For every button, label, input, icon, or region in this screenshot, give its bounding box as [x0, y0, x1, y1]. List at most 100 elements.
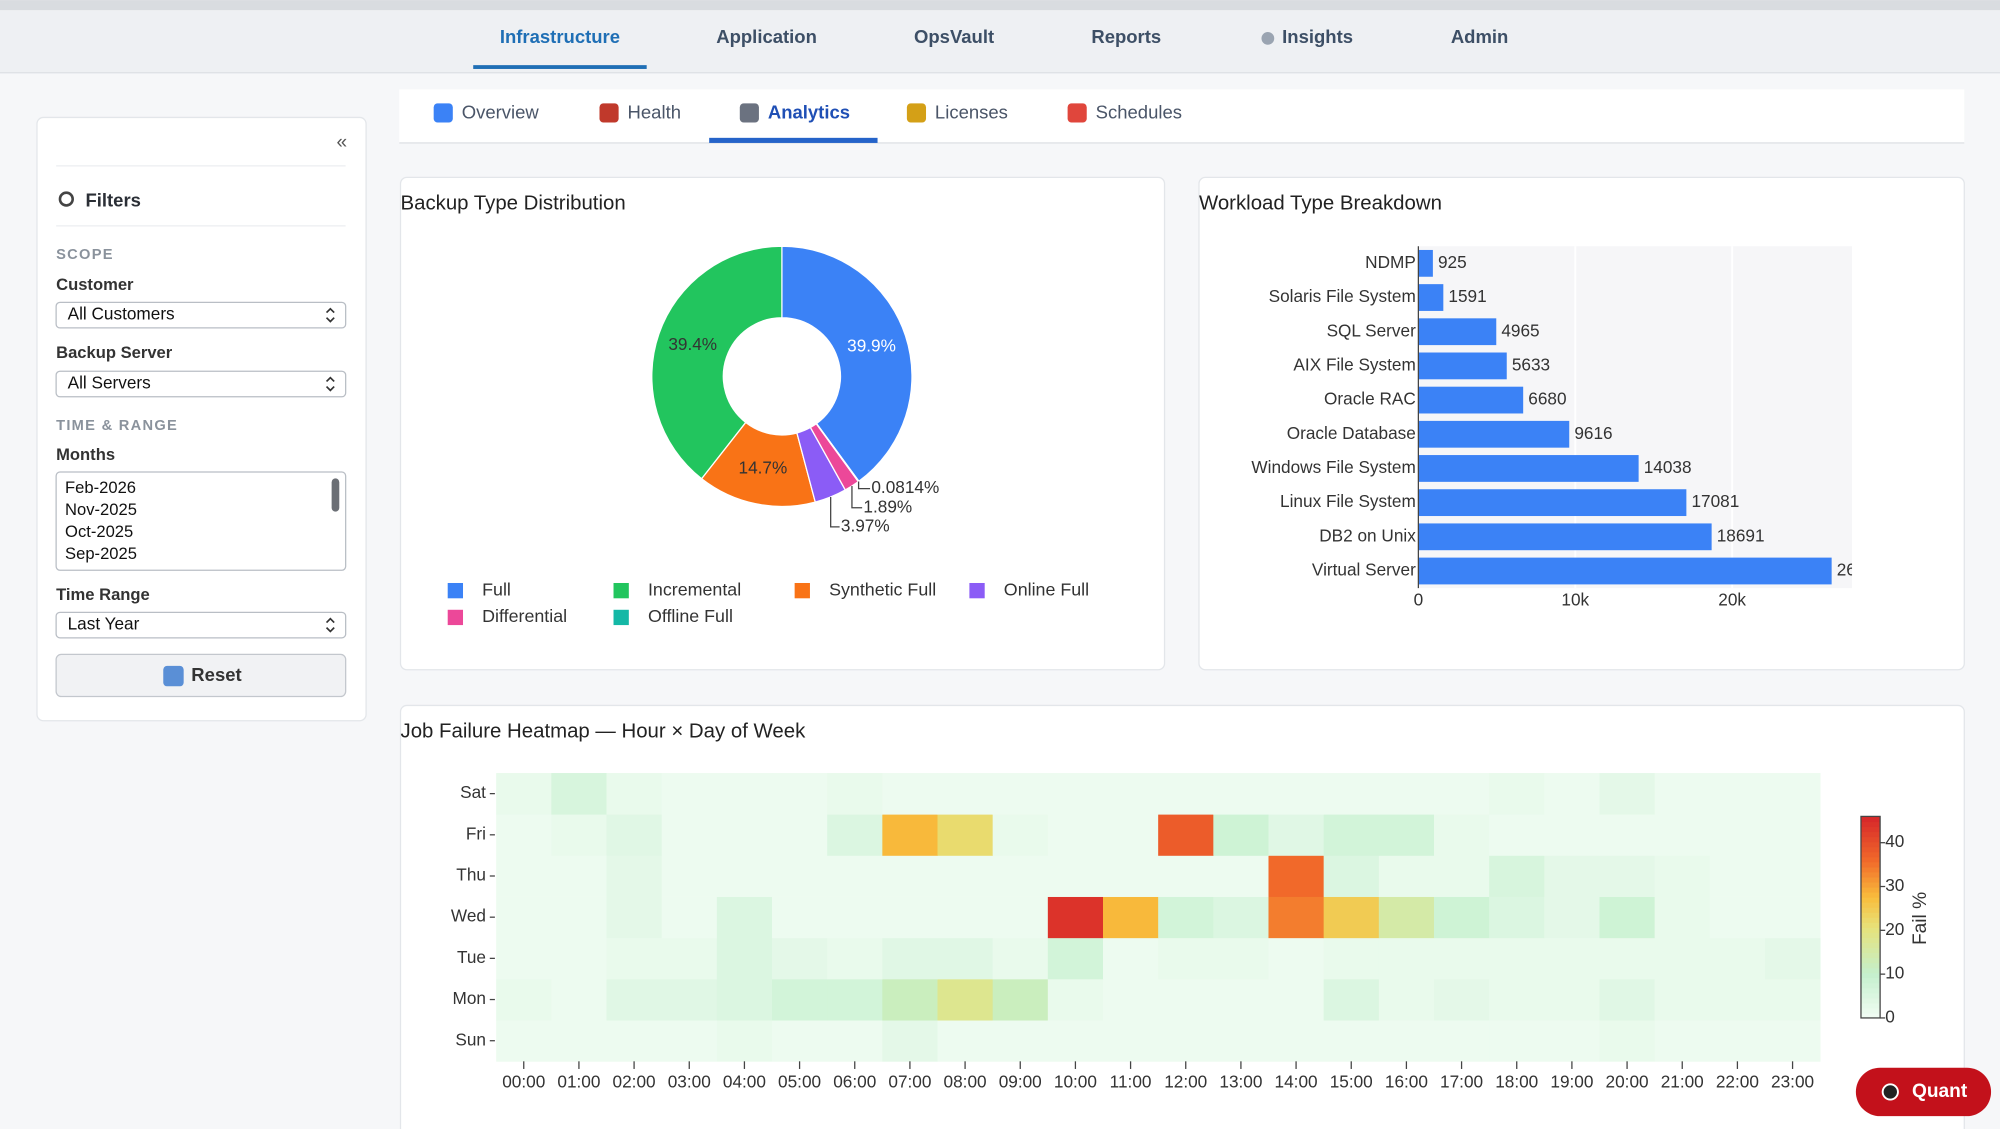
heat-cell: [1323, 814, 1380, 856]
collapse-button[interactable]: «: [337, 132, 348, 153]
select-arrow: [325, 376, 335, 392]
select[interactable]: [55, 370, 347, 398]
reset-button[interactable]: [55, 653, 347, 698]
heat-cell: [606, 814, 663, 856]
heat-cell: [1489, 773, 1545, 815]
list-option[interactable]: Oct-2025: [65, 522, 133, 541]
tab-icon: [433, 103, 453, 123]
list-option[interactable]: Sep-2025: [65, 544, 137, 563]
list-option[interactable]: Feb-2026: [65, 478, 136, 497]
sub-tab[interactable]: Schedules: [1096, 101, 1182, 122]
select[interactable]: [55, 301, 347, 329]
heat-cell: [551, 937, 607, 980]
colorbar-band: [1860, 992, 1881, 999]
heat-cell: [772, 1020, 828, 1062]
colorbar-band: [1860, 871, 1881, 878]
colorbar-band: [1860, 831, 1881, 838]
heat-cell: [1047, 773, 1104, 815]
field-label: Time Range: [56, 585, 150, 604]
heat-cell: [1709, 937, 1766, 980]
reset-label: Reset: [191, 664, 241, 685]
nav-tab[interactable]: Reports: [1091, 26, 1161, 47]
field-label: Months: [56, 445, 115, 464]
heat-cell: [1489, 814, 1545, 856]
heat-cell: [1654, 896, 1711, 939]
colorbar-band: [1860, 967, 1881, 974]
heat-cell: [1764, 814, 1821, 856]
heat-cell: [827, 978, 883, 1021]
colorbar-band: [1860, 851, 1881, 858]
heat-cell: [882, 896, 938, 939]
select[interactable]: [55, 611, 347, 639]
heat-cell: [1213, 937, 1269, 980]
heat-cell: [1268, 814, 1325, 856]
nav-bar: [0, 10, 2000, 73]
colorbar-band: [1860, 836, 1881, 843]
heat-cell: [1544, 814, 1600, 856]
heat-cell: [1599, 814, 1656, 856]
leader-line: [830, 496, 840, 528]
heat-cell: [937, 978, 994, 1021]
tab-icon: [1067, 103, 1087, 123]
section-heading: TIME & RANGE: [56, 418, 178, 434]
sub-tab[interactable]: Licenses: [935, 101, 1008, 122]
colorbar-band: [1860, 942, 1881, 949]
x-tick-label: 12:00: [1164, 1072, 1207, 1092]
colorbar-band: [1860, 987, 1881, 994]
quant-button[interactable]: [1855, 1067, 1992, 1117]
chart-title: Workload Type Breakdown: [1199, 193, 1442, 215]
heat-cell: [1158, 937, 1214, 980]
heat-cell: [1378, 896, 1435, 939]
active-indicator: [473, 65, 647, 69]
colorbar-band: [1860, 841, 1881, 848]
x-tick-label: 00:00: [502, 1072, 545, 1092]
quant-icon: [1881, 1083, 1899, 1101]
colorbar-band: [1860, 1002, 1881, 1009]
heat-cell: [1158, 773, 1214, 815]
nav-tab[interactable]: Infrastructure: [500, 26, 620, 47]
heat-cell: [1433, 855, 1490, 897]
heat-cell: [992, 773, 1049, 815]
heat-cell: [496, 978, 552, 1021]
x-tick-label: 10:00: [1054, 1072, 1097, 1092]
nav-tab[interactable]: Admin: [1451, 26, 1509, 47]
heat-cell: [772, 855, 828, 897]
colorbar-band: [1860, 947, 1881, 954]
heat-cell: [1102, 814, 1159, 856]
list-option[interactable]: Nov-2025: [65, 500, 137, 519]
heat-cell: [1323, 937, 1380, 980]
colorbar-band: [1860, 922, 1881, 928]
select-arrow: [325, 617, 335, 633]
heat-cell: [1764, 773, 1821, 815]
heat-cell: [1323, 773, 1380, 815]
leader-line: [857, 481, 871, 490]
heat-cell: [1213, 855, 1269, 897]
listbox[interactable]: [55, 471, 347, 571]
sub-tab[interactable]: Health: [628, 101, 681, 122]
sub-tab[interactable]: Analytics: [768, 101, 850, 122]
top-strip: [0, 0, 2000, 11]
colorbar-band: [1860, 917, 1881, 923]
nav-tab[interactable]: Application: [716, 26, 817, 47]
heat-cell: [716, 773, 773, 815]
colorbar-band: [1860, 952, 1881, 959]
nav-tab[interactable]: OpsVault: [914, 26, 994, 47]
x-tick-label: 01:00: [557, 1072, 600, 1092]
legend-label: Online Full: [1004, 579, 1089, 599]
heat-cell: [1764, 855, 1821, 897]
heat-cell: [1544, 773, 1600, 815]
heat-cell: [1158, 814, 1214, 856]
heat-cell: [1489, 978, 1545, 1021]
heat-cell: [1764, 978, 1821, 1021]
heat-cell: [992, 1020, 1049, 1062]
heat-cell: [1654, 937, 1711, 980]
bar: [1418, 284, 1444, 311]
nav-tab[interactable]: Insights: [1282, 26, 1353, 47]
pie-slice: [651, 245, 783, 480]
y-tick-label: Oracle Database: [1287, 423, 1416, 443]
heat-cell: [1102, 773, 1159, 815]
sub-tab[interactable]: Overview: [462, 101, 540, 122]
heat-cell: [992, 855, 1049, 897]
heat-cell: [1654, 855, 1711, 897]
